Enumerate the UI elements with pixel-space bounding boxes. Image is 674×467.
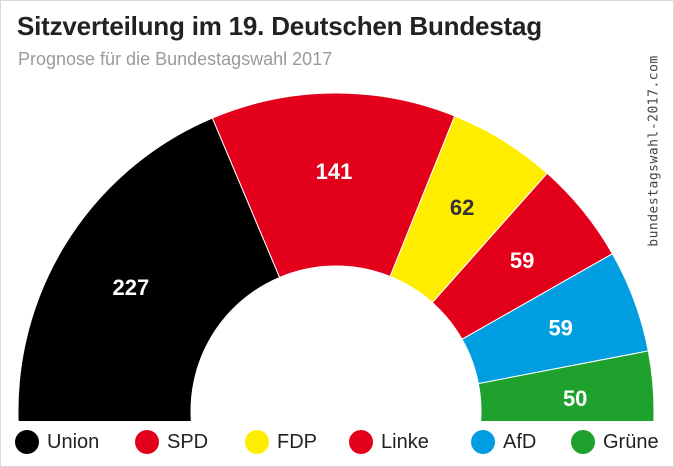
segment-label-linke: 59 [510, 248, 534, 273]
segment-label-spd: 141 [316, 159, 353, 184]
legend-label: Union [47, 430, 100, 453]
seat-distribution-chart: 227 141 62 59 59 50 [17, 92, 655, 421]
legend-label: SPD [167, 430, 209, 453]
legend-label: AfD [503, 430, 537, 453]
segment-label-union: 227 [112, 275, 149, 300]
legend-label: Linke [381, 430, 429, 453]
chart-subtitle: Prognose für die Bundestagswahl 2017 [18, 49, 333, 69]
legend-swatch [349, 430, 373, 454]
legend-item-union: Union [15, 427, 99, 457]
legend-item-grüne: Grüne [571, 427, 659, 457]
legend-item-fdp: FDP [245, 427, 317, 457]
legend-item-afd: AfD [471, 427, 536, 457]
legend-label: Grüne [603, 430, 659, 453]
legend-item-spd: SPD [135, 427, 208, 457]
chart-title: Sitzverteilung im 19. Deutschen Bundesta… [17, 11, 542, 41]
segment-label-grüne: 50 [563, 386, 587, 411]
segment-grüne [477, 350, 655, 421]
legend-label: FDP [277, 430, 317, 453]
legend-swatch [135, 430, 159, 454]
segment-label-fdp: 62 [450, 195, 474, 220]
segment-union [17, 117, 281, 421]
legend: Union SPD FDP Linke AfD Grüne [15, 427, 665, 457]
legend-swatch [571, 430, 595, 454]
segment-label-afd: 59 [548, 316, 572, 341]
legend-swatch [15, 430, 39, 454]
legend-swatch [245, 430, 269, 454]
segment-spd [211, 92, 456, 279]
legend-swatch [471, 430, 495, 454]
legend-item-linke: Linke [349, 427, 429, 457]
